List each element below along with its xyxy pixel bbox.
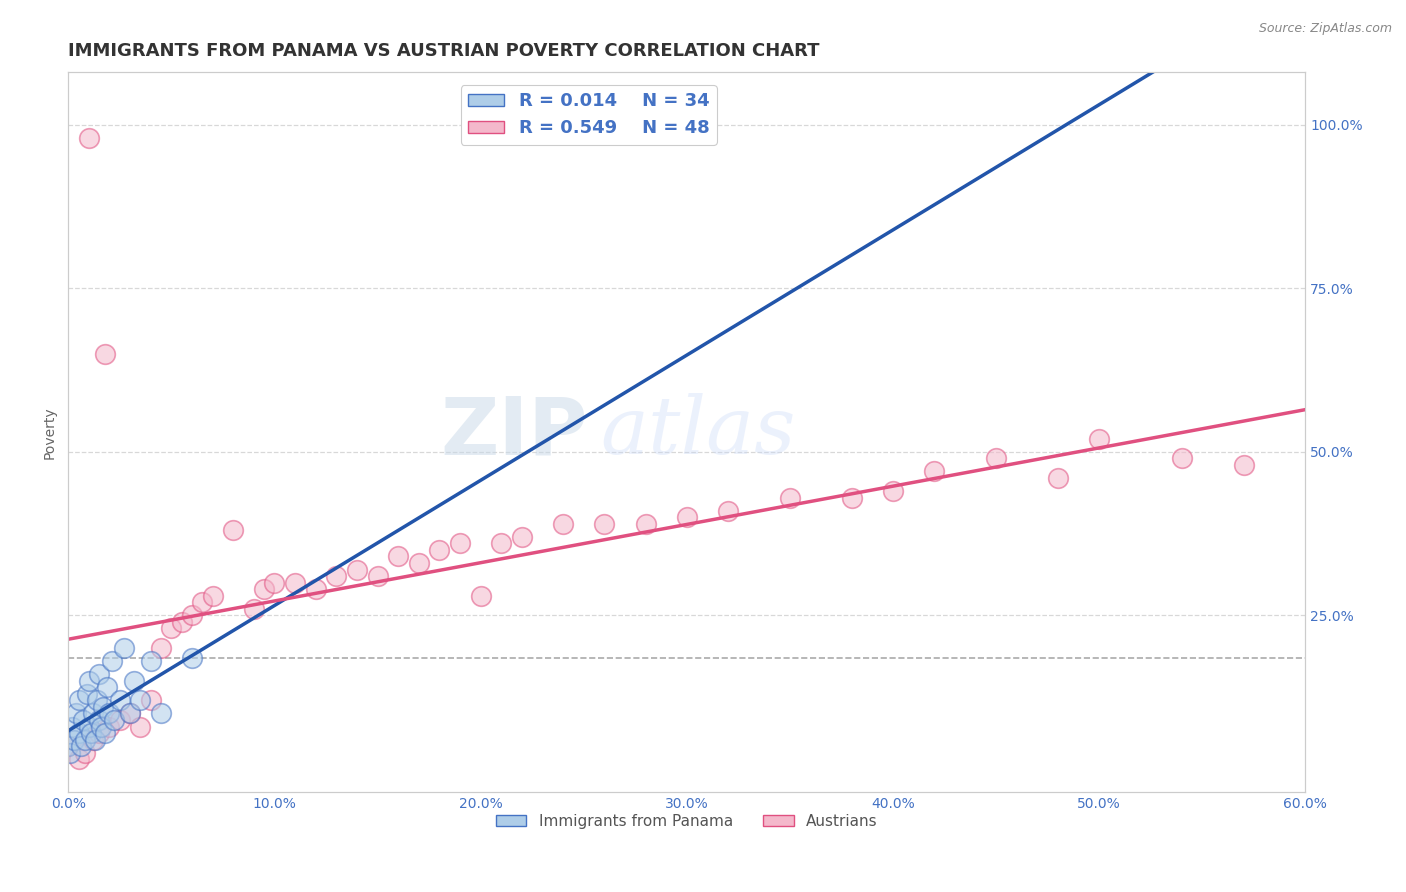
Point: [65, 706, 87, 721]
Point: [408, 556, 430, 570]
Point: [429, 543, 451, 558]
Point: [181, 651, 204, 665]
Point: [98, 720, 121, 734]
Point: [58, 739, 80, 754]
Point: [100, 654, 122, 668]
Point: [103, 713, 125, 727]
Point: [76, 687, 98, 701]
Point: [160, 622, 183, 636]
Point: [367, 569, 389, 583]
Point: [122, 673, 145, 688]
Point: [82, 706, 104, 721]
Point: [675, 510, 697, 524]
Point: [325, 569, 347, 583]
Point: [551, 516, 574, 531]
Point: [150, 706, 173, 721]
Point: [253, 582, 276, 597]
Text: atlas: atlas: [600, 393, 796, 471]
Text: ZIP: ZIP: [440, 393, 588, 471]
Point: [449, 536, 471, 550]
Point: [108, 713, 131, 727]
Point: [94, 726, 117, 740]
Point: [73, 732, 96, 747]
Point: [984, 451, 1007, 466]
Point: [69, 739, 91, 754]
Point: [89, 713, 111, 727]
Point: [1232, 458, 1254, 472]
Point: [305, 582, 328, 597]
Point: [120, 706, 142, 721]
Point: [243, 602, 266, 616]
Point: [263, 575, 285, 590]
Point: [1088, 432, 1111, 446]
Point: [67, 752, 90, 766]
Point: [63, 732, 86, 747]
Point: [129, 720, 152, 734]
Point: [191, 595, 214, 609]
Point: [129, 693, 152, 707]
Point: [72, 713, 94, 727]
Point: [779, 491, 801, 505]
Point: [77, 673, 100, 688]
Point: [86, 693, 108, 707]
Text: Source: ZipAtlas.com: Source: ZipAtlas.com: [1258, 22, 1392, 36]
Point: [59, 746, 82, 760]
Point: [201, 589, 224, 603]
Point: [89, 667, 111, 681]
Point: [387, 549, 409, 564]
Point: [91, 700, 114, 714]
Point: [346, 563, 368, 577]
Point: [98, 706, 121, 721]
Y-axis label: Poverty: Poverty: [44, 406, 58, 458]
Legend: Immigrants from Panama, Austrians: Immigrants from Panama, Austrians: [489, 807, 884, 835]
Point: [80, 726, 103, 740]
Point: [284, 575, 307, 590]
Point: [593, 516, 616, 531]
Point: [489, 536, 512, 550]
Point: [67, 693, 90, 707]
Point: [922, 465, 945, 479]
Point: [139, 654, 162, 668]
Point: [67, 726, 90, 740]
Point: [181, 608, 204, 623]
Point: [77, 720, 100, 734]
Point: [1046, 471, 1069, 485]
Point: [73, 746, 96, 760]
Point: [841, 491, 863, 505]
Text: IMMIGRANTS FROM PANAMA VS AUSTRIAN POVERTY CORRELATION CHART: IMMIGRANTS FROM PANAMA VS AUSTRIAN POVER…: [69, 42, 820, 60]
Point: [222, 524, 245, 538]
Point: [150, 641, 173, 656]
Point: [1170, 451, 1192, 466]
Point: [90, 720, 112, 734]
Point: [112, 641, 135, 656]
Point: [58, 739, 80, 754]
Point: [717, 504, 740, 518]
Point: [139, 693, 162, 707]
Point: [89, 726, 111, 740]
Point: [84, 732, 107, 747]
Point: [108, 693, 131, 707]
Point: [60, 720, 83, 734]
Point: [470, 589, 492, 603]
Point: [94, 347, 117, 361]
Point: [96, 681, 118, 695]
Point: [882, 484, 904, 499]
Point: [82, 732, 104, 747]
Point: [120, 706, 142, 721]
Point: [634, 516, 657, 531]
Point: [170, 615, 193, 629]
Point: [77, 131, 100, 145]
Point: [510, 530, 533, 544]
